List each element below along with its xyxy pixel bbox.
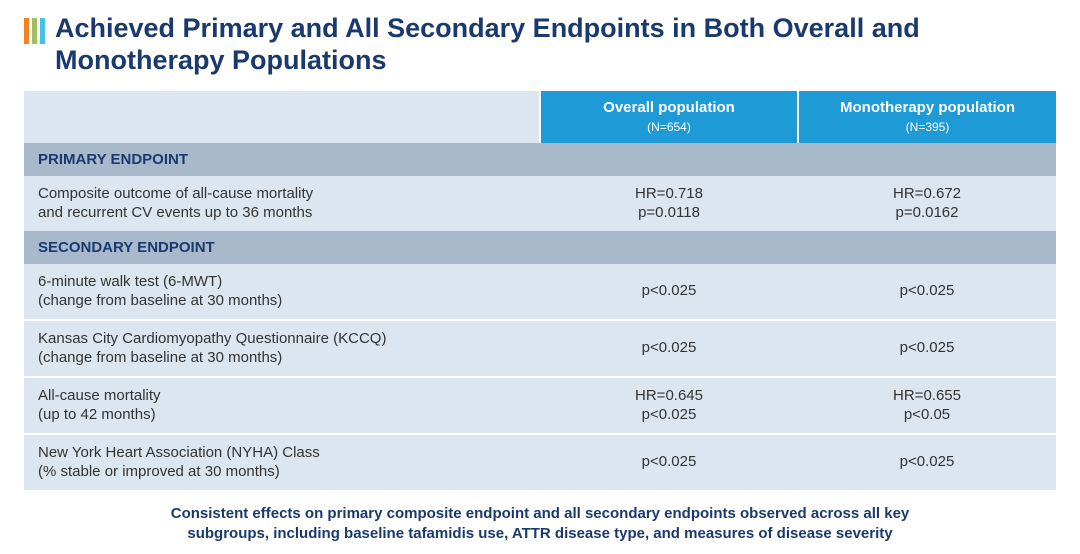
row-mortality-mono: HR=0.655 p<0.05: [798, 377, 1056, 434]
header-overall: Overall population (N=654): [540, 91, 798, 143]
row-6mwt-label: 6-minute walk test (6-MWT) (change from …: [24, 264, 540, 320]
row-primary-composite-label: Composite outcome of all-cause mortality…: [24, 176, 540, 231]
section-secondary-label: SECONDARY ENDPOINT: [24, 231, 1056, 264]
row-nyha: New York Heart Association (NYHA) Class …: [24, 434, 1056, 490]
row-6mwt: 6-minute walk test (6-MWT) (change from …: [24, 264, 1056, 320]
logo-bar-2: [32, 18, 37, 44]
section-secondary: SECONDARY ENDPOINT: [24, 231, 1056, 264]
row-kccq-overall: p<0.025: [540, 320, 798, 377]
title-row: Achieved Primary and All Secondary Endpo…: [24, 12, 1056, 77]
row-nyha-overall: p<0.025: [540, 434, 798, 490]
row-kccq: Kansas City Cardiomyopathy Questionnaire…: [24, 320, 1056, 377]
row-nyha-label: New York Heart Association (NYHA) Class …: [24, 434, 540, 490]
row-mortality-overall: HR=0.645 p<0.025: [540, 377, 798, 434]
row-primary-composite-mono: HR=0.672 p=0.0162: [798, 176, 1056, 231]
logo-bar-1: [24, 18, 29, 44]
table-header-row: Overall population (N=654) Monotherapy p…: [24, 91, 1056, 143]
footnote: Consistent effects on primary composite …: [24, 504, 1056, 545]
row-6mwt-overall: p<0.025: [540, 264, 798, 320]
section-primary: PRIMARY ENDPOINT: [24, 143, 1056, 176]
page-title: Achieved Primary and All Secondary Endpo…: [55, 12, 1056, 77]
row-6mwt-mono: p<0.025: [798, 264, 1056, 320]
logo-bars-icon: [24, 12, 45, 44]
row-mortality: All-cause mortality (up to 42 months) HR…: [24, 377, 1056, 434]
row-nyha-mono: p<0.025: [798, 434, 1056, 490]
row-kccq-label: Kansas City Cardiomyopathy Questionnaire…: [24, 320, 540, 377]
header-monotherapy: Monotherapy population (N=395): [798, 91, 1056, 143]
header-overall-label: Overall population: [603, 99, 735, 116]
row-mortality-label: All-cause mortality (up to 42 months): [24, 377, 540, 434]
row-primary-composite: Composite outcome of all-cause mortality…: [24, 176, 1056, 231]
header-monotherapy-n: (N=395): [809, 120, 1046, 135]
header-monotherapy-label: Monotherapy population: [840, 99, 1015, 116]
section-primary-label: PRIMARY ENDPOINT: [24, 143, 1056, 176]
row-kccq-mono: p<0.025: [798, 320, 1056, 377]
endpoints-table: Overall population (N=654) Monotherapy p…: [24, 91, 1056, 490]
header-overall-n: (N=654): [551, 120, 787, 135]
logo-bar-3: [40, 18, 45, 44]
row-primary-composite-overall: HR=0.718 p=0.0118: [540, 176, 798, 231]
header-blank: [24, 91, 540, 143]
